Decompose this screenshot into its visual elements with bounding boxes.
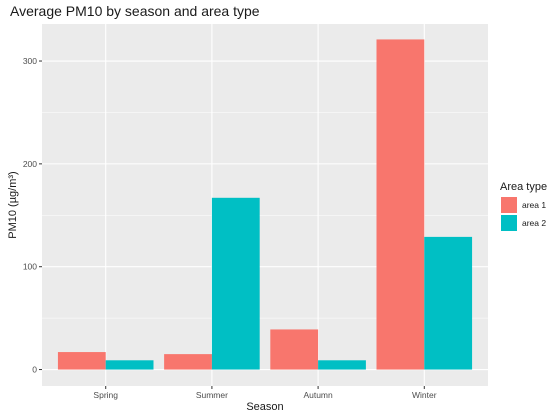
x-axis: Spring Summer Autumn Winter xyxy=(93,386,437,400)
y-tick-label: 100 xyxy=(23,262,37,272)
bar xyxy=(105,360,154,370)
y-tick-label: 0 xyxy=(32,365,37,375)
legend-label: area 2 xyxy=(522,218,546,228)
legend: Area type area 1 area 2 xyxy=(500,181,547,231)
y-tick-label: 300 xyxy=(23,56,37,66)
legend-key xyxy=(501,197,517,213)
chart-title: Average PM10 by season and area type xyxy=(10,3,260,19)
legend-items: area 1 area 2 xyxy=(501,197,546,231)
y-tick-label: 200 xyxy=(23,159,37,169)
legend-label: area 1 xyxy=(522,200,546,210)
legend-title: Area type xyxy=(500,181,547,193)
bar xyxy=(164,354,212,370)
bar xyxy=(318,360,366,370)
x-tick-label: Winter xyxy=(412,390,437,400)
x-tick-label: Spring xyxy=(93,390,118,400)
bar xyxy=(376,39,425,370)
bar xyxy=(57,352,106,370)
y-axis-title: PM10 (µg/m³) xyxy=(7,171,19,238)
bar xyxy=(270,329,319,370)
x-tick-label: Autumn xyxy=(303,390,333,400)
bars xyxy=(57,39,473,370)
x-axis-title: Season xyxy=(246,401,283,413)
legend-key xyxy=(501,215,517,231)
bar xyxy=(424,236,473,370)
y-axis: 0 100 200 300 xyxy=(23,56,42,375)
x-tick-label: Summer xyxy=(196,390,228,400)
bar xyxy=(211,197,260,370)
